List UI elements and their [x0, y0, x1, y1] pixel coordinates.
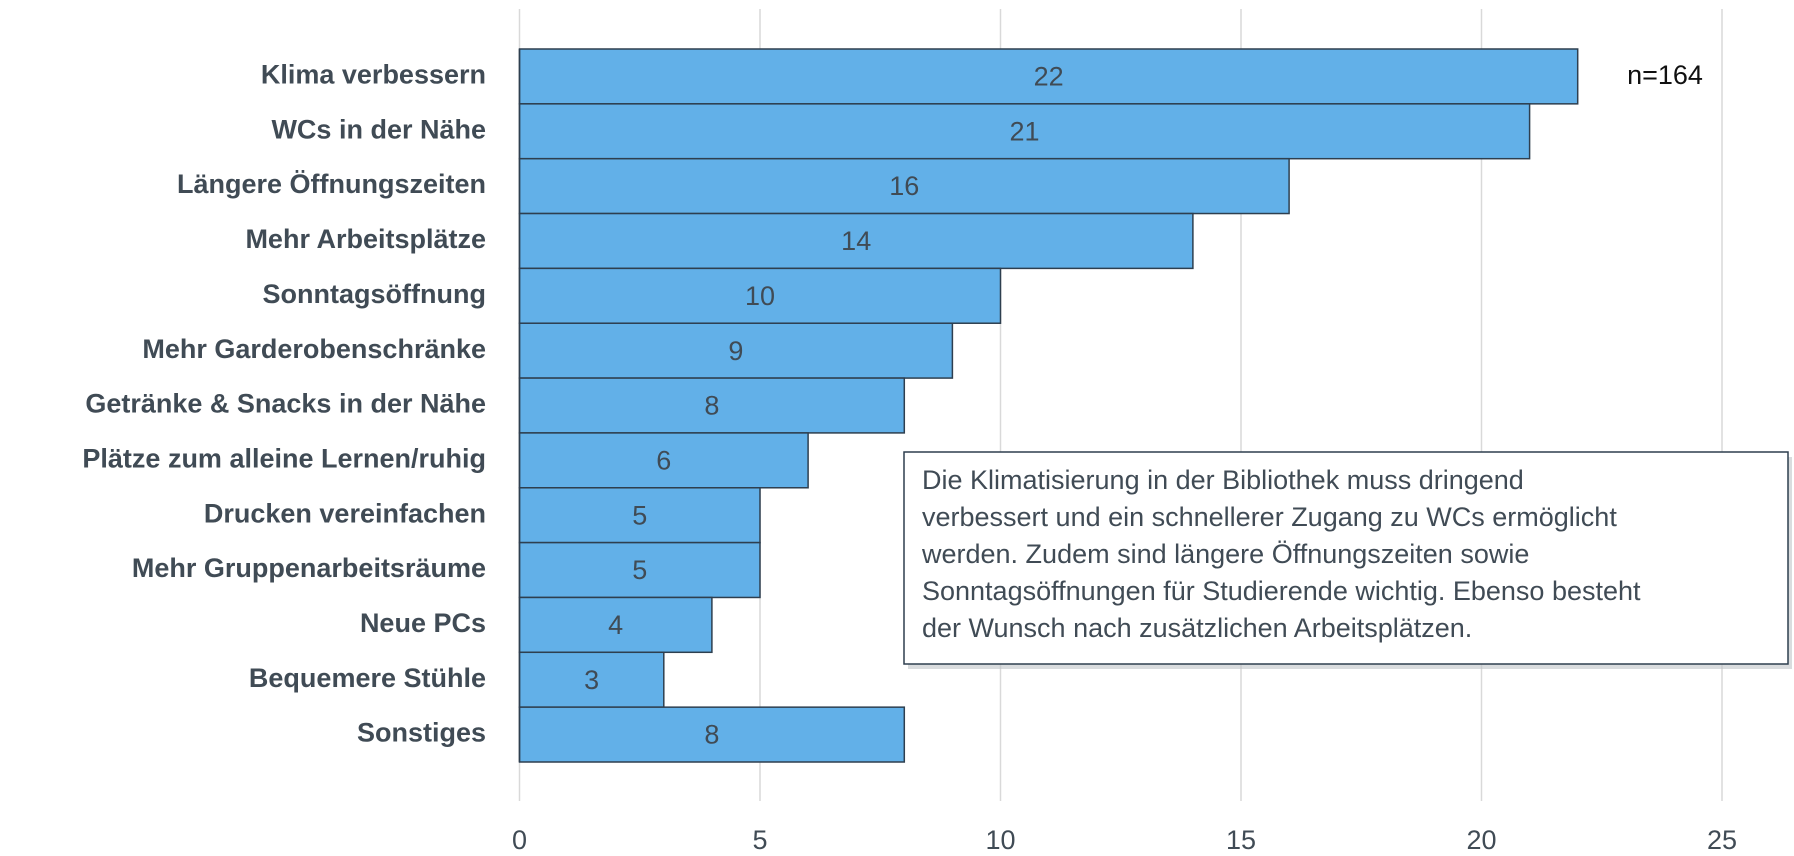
- y-tick-label: Sonstiges: [357, 718, 486, 748]
- bar: [518, 267, 1002, 324]
- y-tick-label: Klima verbessern: [261, 60, 486, 90]
- y-tick-label: Drucken vereinfachen: [204, 498, 486, 528]
- annotation-line: Die Klimatisierung in der Bibliothek mus…: [922, 465, 1524, 495]
- x-tick-label: 0: [512, 825, 527, 855]
- bar: [518, 706, 906, 763]
- data-label: 5: [632, 500, 647, 530]
- y-tick-label: Bequemere Stühle: [249, 663, 486, 693]
- data-label: 16: [889, 171, 919, 201]
- data-label: 4: [608, 610, 623, 640]
- x-tick-label: 15: [1226, 825, 1256, 855]
- x-tick-label: 5: [752, 825, 767, 855]
- annotation-line: werden. Zudem sind längere Öffnungszeite…: [921, 539, 1529, 569]
- bar: [518, 212, 1194, 270]
- data-label: 3: [584, 665, 599, 695]
- bar: [518, 322, 954, 379]
- sample-note: n=164: [1627, 60, 1703, 90]
- y-tick-label: Sonntagsöffnung: [263, 279, 486, 309]
- data-label: 21: [1010, 116, 1040, 146]
- bar: [518, 157, 1290, 215]
- data-label: 22: [1034, 62, 1064, 92]
- y-tick-label: Mehr Arbeitsplätze: [245, 224, 486, 254]
- annotation-box: [903, 451, 1789, 665]
- data-label: 5: [632, 555, 647, 585]
- data-label: 14: [841, 226, 871, 256]
- data-label: 8: [704, 720, 719, 750]
- data-label: 8: [704, 391, 719, 421]
- data-label: 6: [656, 445, 671, 475]
- annotation-line: verbessert und ein schnellerer Zugang zu…: [922, 502, 1617, 532]
- x-tick-label: 25: [1707, 825, 1737, 855]
- y-tick-label: Mehr Gruppenarbeitsräume: [132, 553, 486, 583]
- y-tick-label: Plätze zum alleine Lernen/ruhig: [82, 443, 486, 473]
- bar: [518, 651, 665, 708]
- y-tick-label: Mehr Garderobenschränke: [142, 334, 486, 364]
- y-tick-label: Längere Öffnungszeiten: [177, 169, 486, 199]
- y-tick-label: Neue PCs: [360, 608, 486, 638]
- bar: [518, 377, 906, 434]
- y-tick-label: WCs in der Nähe: [271, 114, 486, 144]
- bar: [518, 432, 809, 489]
- data-label: 9: [728, 336, 743, 366]
- x-tick-label: 20: [1466, 825, 1496, 855]
- y-tick-label: Getränke & Snacks in der Nähe: [85, 389, 486, 419]
- bar: [518, 541, 761, 599]
- x-tick-label: 10: [985, 825, 1015, 855]
- annotation-line: der Wunsch nach zusätzlichen Arbeitsplät…: [922, 613, 1472, 643]
- annotation-line: Sonntagsöffnungen für Studierende wichti…: [922, 576, 1641, 606]
- data-label: 10: [745, 281, 775, 311]
- bar: [518, 596, 713, 654]
